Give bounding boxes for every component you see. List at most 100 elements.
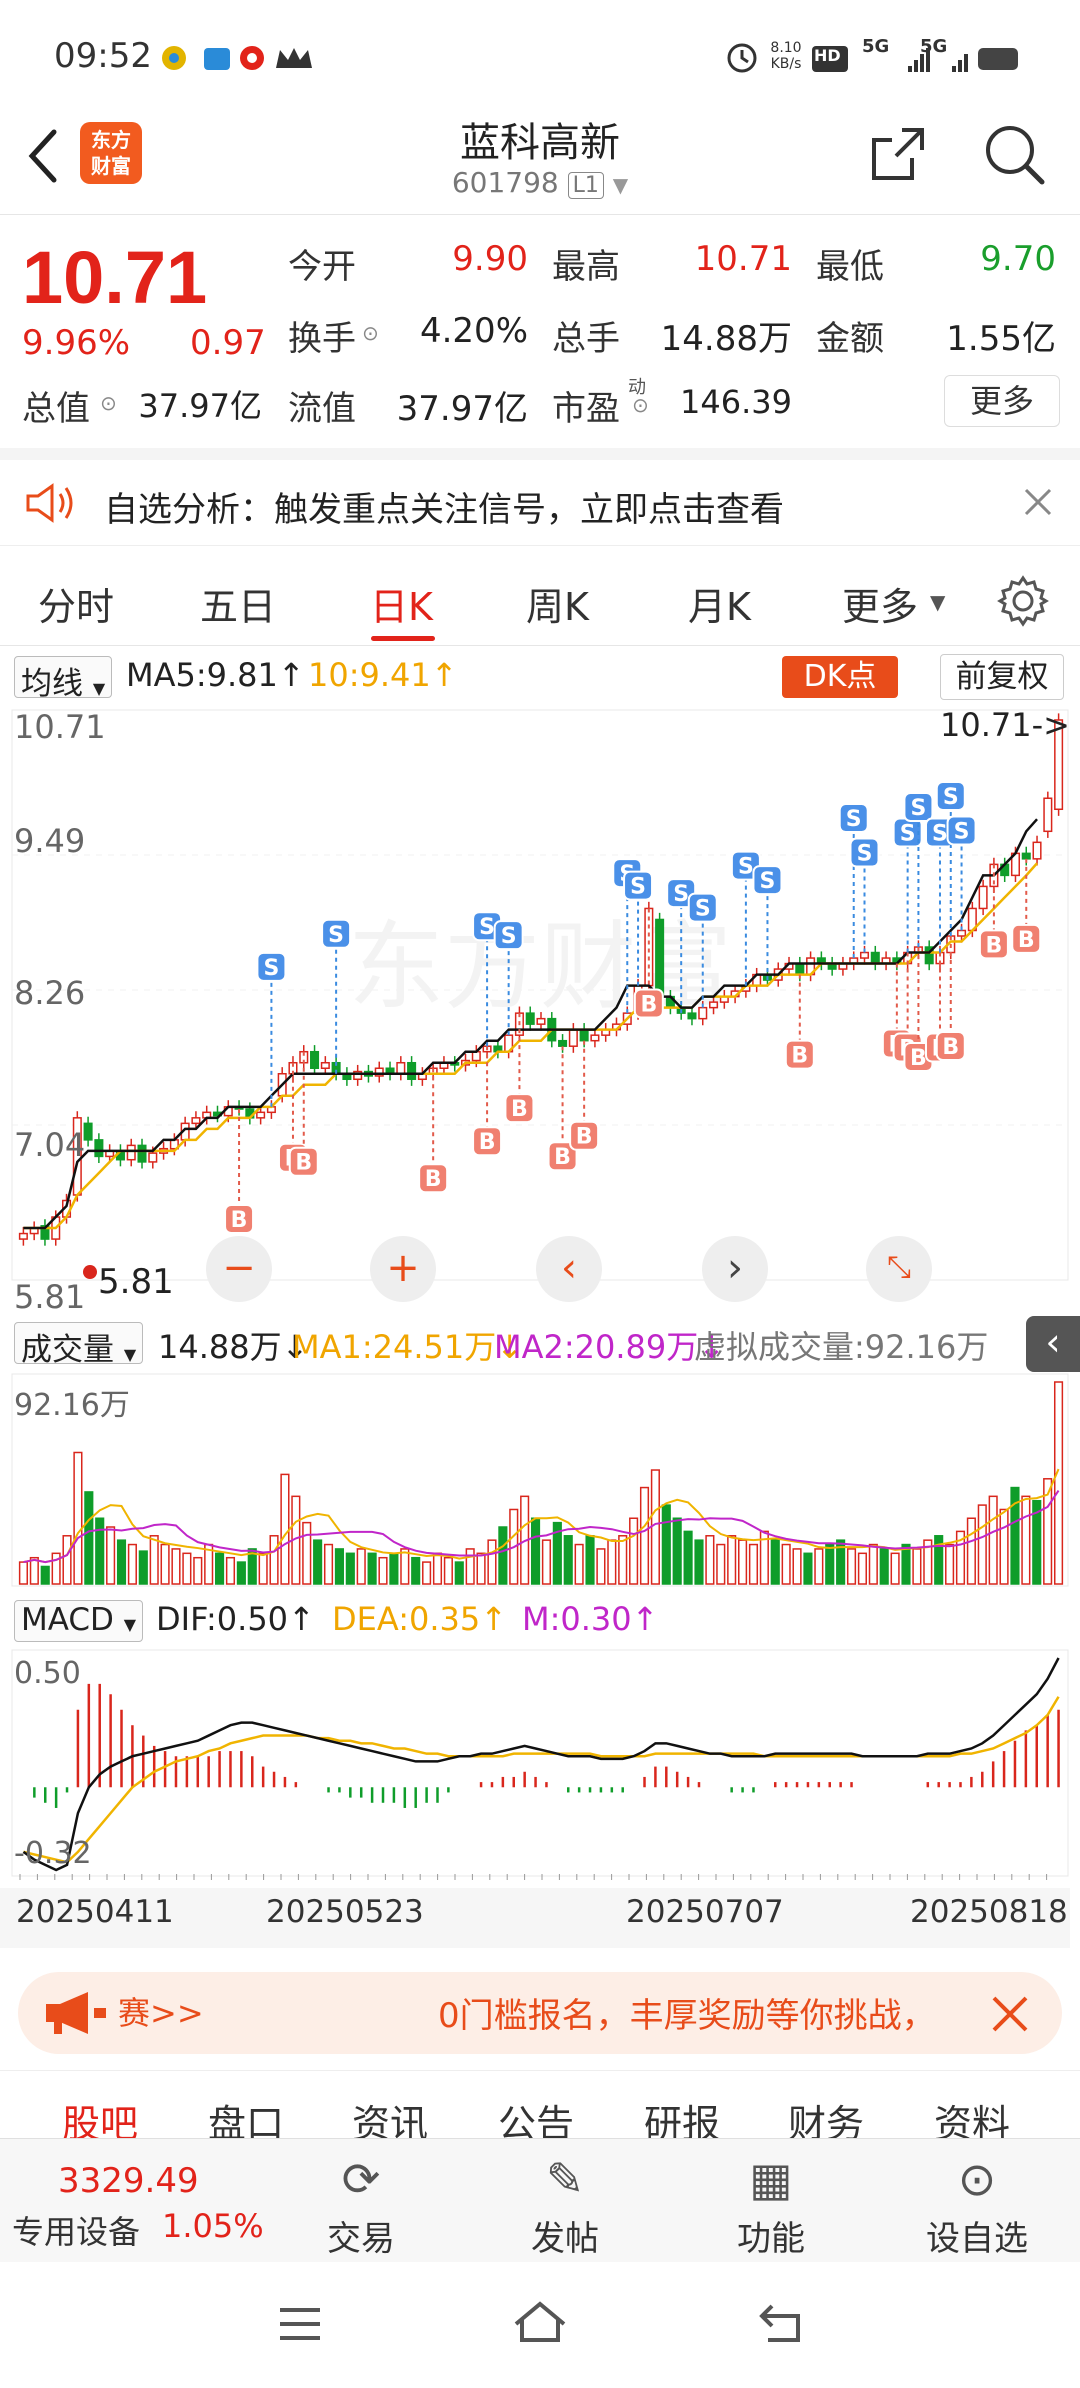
tab-daily-k[interactable]: 日K: [370, 585, 433, 629]
signal-label: S: [328, 923, 344, 948]
info-icon[interactable]: ⊙: [362, 321, 379, 345]
candle: [924, 946, 934, 965]
buy-signal-badge: [784, 1039, 815, 1070]
add-watchlist-button[interactable]: ⊙ 设自选: [902, 2147, 1052, 2260]
stock-code-row[interactable]: 601798 L1 ▼: [0, 166, 1080, 199]
volume-bar: [18, 1561, 29, 1585]
volume-bar: [683, 1530, 693, 1585]
adjust-button[interactable]: 前复权: [940, 654, 1064, 700]
tab-weekly-k[interactable]: 周K: [526, 585, 589, 629]
candle: [126, 1144, 136, 1161]
chevron-down-icon: ▼: [930, 590, 946, 614]
volume-bar: [40, 1565, 50, 1585]
float-value: 37.97亿: [396, 389, 528, 429]
back-icon[interactable]: [20, 126, 64, 186]
signal-label: B: [986, 933, 1003, 958]
sell-signal-badge: [321, 918, 352, 949]
candle: [978, 885, 988, 910]
volume-bar: [901, 1543, 911, 1585]
date-axis: 20250411 20250523 20250707 20250818: [0, 1888, 1070, 1948]
kline-chart[interactable]: 东方财富BBBBBBBBBBBBBBBBBSSSSSSSSSSSSSSSSS: [0, 700, 1080, 1310]
stock-header: 东方 财富 蓝科高新 601798 L1 ▼: [0, 110, 1080, 215]
volume-bar: [334, 1548, 344, 1585]
bottom-action-bar: 3329.49 专用设备 1.05% ⟳ 交易 ✎ 发帖 ▦ 功能 ⊙ 设自选: [0, 2138, 1080, 2262]
candle: [579, 1028, 589, 1042]
volume-bar: [258, 1552, 268, 1585]
volume-bar: [116, 1539, 127, 1585]
gear-icon[interactable]: [996, 574, 1050, 628]
close-icon[interactable]: [1022, 486, 1054, 518]
candle: [709, 1001, 719, 1009]
back-nav-icon[interactable]: [756, 2298, 808, 2348]
buy-signal-badge: [978, 929, 1009, 960]
hd-label: HD: [814, 46, 841, 65]
buy-signal-badge: [547, 1141, 578, 1172]
share-icon[interactable]: [866, 122, 930, 186]
scroll-left-button[interactable]: ‹: [536, 1236, 602, 1302]
zoom-out-button[interactable]: −: [206, 1236, 272, 1302]
menu-icon[interactable]: [276, 2302, 324, 2346]
candle: [568, 1028, 578, 1047]
info-icon[interactable]: ⊙: [632, 393, 649, 417]
volume-bar: [825, 1543, 835, 1585]
megaphone-icon: [46, 1992, 106, 2034]
volume-selector[interactable]: 成交量 ▼: [14, 1322, 144, 1368]
volume-legend: 成交量 ▼ 14.88万↓ MA1:24.51万↓ MA2:20.89万↓ 虚拟…: [0, 1316, 1080, 1368]
signal-label: S: [738, 855, 754, 880]
volume-bar: [149, 1535, 159, 1585]
tab-monthly-k[interactable]: 月K: [688, 585, 751, 629]
candle: [471, 1050, 481, 1062]
scroll-right-button[interactable]: ›: [702, 1236, 768, 1302]
volume-bar: [73, 1451, 83, 1585]
net-speed-value: 8.10: [770, 40, 802, 56]
volume-bar: [1032, 1499, 1042, 1585]
quote-panel: 10.71 9.96% 0.97 今开 9.90 最高 10.71 最低 9.7…: [0, 215, 1080, 450]
more-button[interactable]: 更多: [944, 375, 1060, 427]
level-badge: L1: [567, 172, 604, 199]
trade-button[interactable]: ⟳ 交易: [286, 2147, 436, 2260]
edit-icon: ✎: [545, 2152, 585, 2206]
volume-bar: [323, 1543, 334, 1585]
collapse-panel-button[interactable]: ‹: [1026, 1316, 1080, 1372]
high-label: 最高: [552, 247, 620, 287]
post-button[interactable]: ✎ 发帖: [490, 2147, 640, 2260]
promo-banner[interactable]: 赛>> 0门槛报名，丰厚奖励等你挑战，: [18, 1972, 1062, 2054]
buy-signal-badge: [935, 1031, 966, 1061]
home-icon[interactable]: [510, 2296, 570, 2348]
candle: [859, 951, 870, 959]
volume-bar: [803, 1552, 813, 1585]
volume-bar: [236, 1561, 246, 1585]
fullscreen-icon[interactable]: ⤡: [866, 1236, 932, 1302]
notice-bar[interactable]: 自选分析：触发重点关注信号，立即点击查看: [0, 460, 1080, 546]
signal-label: B: [479, 1130, 496, 1155]
volume-bar: [138, 1550, 148, 1585]
dk-point-button[interactable]: DK点: [782, 656, 898, 698]
promo-text: 0门槛报名，丰厚奖励等你挑战，: [438, 1996, 936, 2036]
zoom-in-button[interactable]: +: [370, 1236, 436, 1302]
macd-chart: [11, 1649, 1069, 1880]
volume-bar: [694, 1539, 704, 1585]
volume-bar: [454, 1561, 464, 1585]
macd-selector[interactable]: MACD ▼: [14, 1600, 144, 1642]
stock-code: 601798: [451, 166, 559, 199]
close-icon[interactable]: [988, 1992, 1032, 2036]
volume-bar: [879, 1548, 889, 1585]
signal-label: S: [695, 897, 711, 922]
sector-index[interactable]: 3329.49 专用设备 1.05%: [0, 2139, 290, 2263]
chart-frame: [11, 1649, 1069, 1877]
info-icon[interactable]: ⊙: [100, 391, 117, 415]
candle: [1021, 852, 1031, 860]
signal-label: S: [932, 822, 948, 847]
volume-bar: [302, 1521, 312, 1585]
search-icon[interactable]: [980, 120, 1050, 190]
tab-five-day[interactable]: 五日: [200, 585, 277, 629]
volume-chart: [11, 1373, 1069, 1587]
tab-more[interactable]: 更多: [842, 585, 919, 629]
volume-bar: [923, 1539, 933, 1585]
volume-bar: [193, 1556, 203, 1585]
functions-button[interactable]: ▦ 功能: [696, 2147, 846, 2260]
ma-selector[interactable]: 均线 ▼: [14, 656, 113, 702]
tab-intraday[interactable]: 分时: [38, 585, 115, 629]
sell-signal-badge: [623, 870, 654, 901]
macd-legend: MACD ▼ DIF:0.50↑ DEA:0.35↑ M:0.30↑: [0, 1594, 1080, 1644]
